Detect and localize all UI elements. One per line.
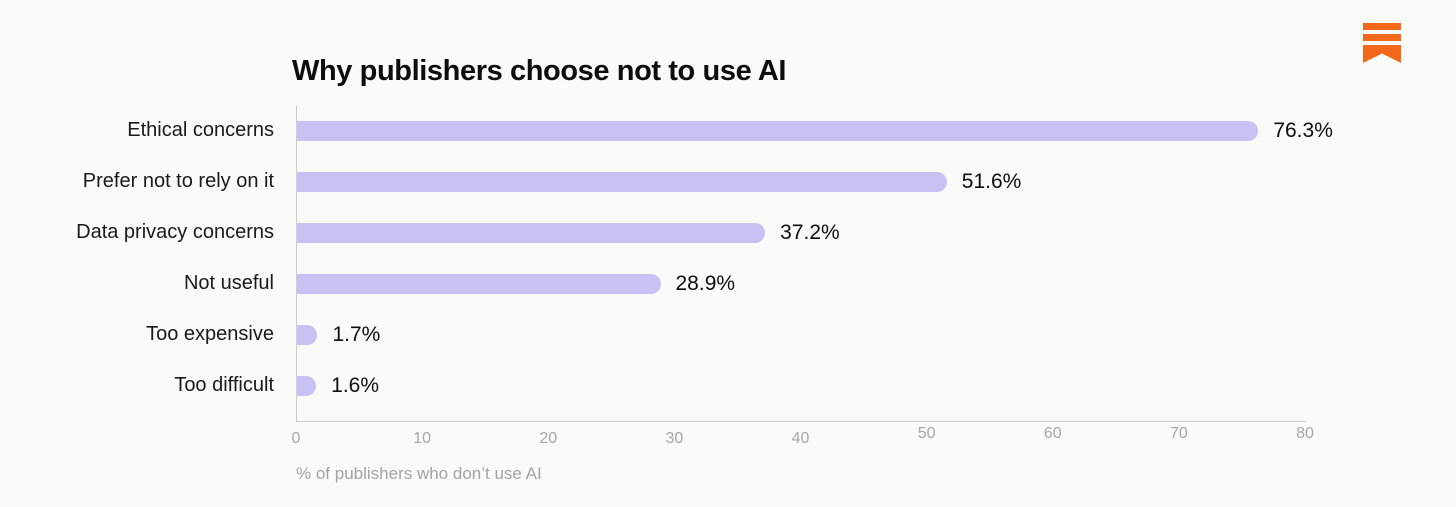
bar-rows: Ethical concerns 76.3% Prefer not to rely … bbox=[20, 105, 1440, 411]
bar: 37.2% bbox=[296, 221, 840, 244]
x-axis-label: % of publishers who don’t use AI bbox=[296, 464, 542, 483]
bar: 51.6% bbox=[296, 170, 1021, 193]
bar-row: Not useful 28.9% bbox=[20, 258, 1440, 309]
bookmark-logo-svg bbox=[1363, 23, 1401, 63]
y-axis-line bbox=[296, 105, 297, 422]
bar-track: 51.6% bbox=[296, 170, 1305, 193]
category-label: Prefer not to rely on it bbox=[82, 170, 274, 192]
bar: 1.6% bbox=[296, 374, 379, 397]
bar: 1.7% bbox=[296, 323, 380, 346]
bar-track: 1.6% bbox=[296, 374, 1305, 397]
x-axis-line bbox=[296, 421, 1306, 422]
x-tick-label: 80 bbox=[1296, 425, 1314, 442]
value-label: 51.6% bbox=[961, 169, 1022, 193]
x-tick-label: 20 bbox=[539, 430, 558, 447]
bar-row: Ethical concerns 76.3% bbox=[20, 105, 1440, 156]
x-tick-label: 60 bbox=[1043, 425, 1062, 442]
value-label: 28.9% bbox=[675, 271, 736, 295]
bar-row: Too expensive 1.7% bbox=[20, 309, 1440, 360]
value-label: 1.6% bbox=[331, 373, 380, 397]
category-label: Too expensive bbox=[146, 323, 274, 345]
value-label: 37.2% bbox=[780, 220, 840, 244]
value-label: 76.3% bbox=[1273, 118, 1333, 142]
x-tick-label: 50 bbox=[917, 425, 936, 442]
category-label: Too difficult bbox=[174, 374, 274, 396]
chart-title: Why publishers choose not to use AI bbox=[292, 55, 787, 87]
x-tick-label: 70 bbox=[1169, 425, 1188, 442]
x-tick-label: 40 bbox=[791, 430, 810, 447]
category-label: Data privacy concerns bbox=[76, 221, 274, 243]
x-axis-ticks: 0 10 20 30 40 50 60 70 80 bbox=[292, 423, 1314, 449]
x-tick-label: 30 bbox=[665, 430, 684, 447]
category-label: Not useful bbox=[183, 272, 274, 294]
bookmark-logo-icon bbox=[1363, 23, 1401, 63]
category-label: Ethical concerns bbox=[127, 119, 274, 141]
x-tick-label: 10 bbox=[413, 430, 432, 447]
bar-track: 37.2% bbox=[296, 221, 1305, 244]
bar-row: Prefer not to rely on it 51.6% bbox=[20, 156, 1440, 207]
value-label: 1.7% bbox=[332, 322, 381, 346]
bar-track: 1.7% bbox=[296, 323, 1305, 346]
bar-row: Data privacy concerns 37.2% bbox=[20, 207, 1440, 258]
bar: 76.3% bbox=[296, 119, 1333, 142]
bar-track: 76.3% bbox=[296, 119, 1333, 142]
bar: 28.9% bbox=[296, 272, 735, 295]
bar-track: 28.9% bbox=[296, 272, 1305, 295]
x-tick-label: 0 bbox=[291, 430, 301, 447]
bar-row: Too difficult 1.6% bbox=[20, 360, 1440, 411]
